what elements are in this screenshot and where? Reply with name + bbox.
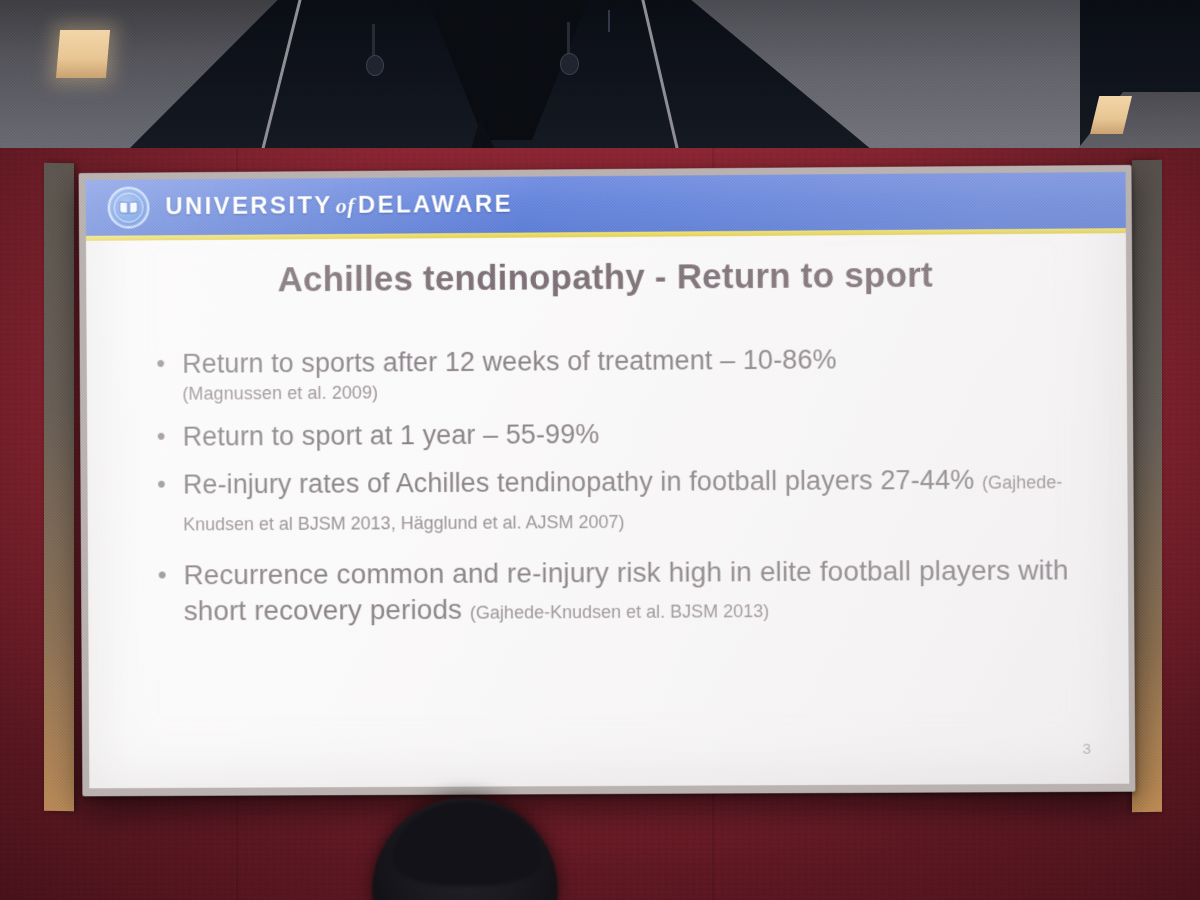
ceiling-rod-icon [608,10,610,32]
banner-wordmark: UNIVERSITY of DELAWARE [165,191,513,222]
spotlight-stem-two [567,22,570,56]
ceiling-light-left [55,30,111,78]
ceiling-spotlight-two [560,53,579,75]
banner-word-university: UNIVERSITY [165,192,333,221]
bullet-text-4: Recurrence common and re-injury risk hig… [183,552,1084,632]
slide-banner: UNIVERSITY of DELAWARE [85,171,1126,236]
bullet-citation-1: (Magnussen et al. 2009) [182,382,379,404]
open-book-icon [119,202,138,214]
slide-bullet-list: • Return to sports after 12 weeks of tre… [156,341,1084,651]
bullet-text-3: Re-injury rates of Achilles tendinopathy… [183,462,1084,541]
ceiling-spotlight-one [366,55,384,76]
bullet-item-4: • Recurrence common and re-injury risk h… [158,552,1085,632]
bullet-marker-icon: • [157,470,166,499]
bullet-item-1: • Return to sports after 12 weeks of tre… [156,341,1082,406]
bullet-citation-4: (Gajhede-Knudsen et al. BJSM 2013) [469,601,770,623]
university-seal-icon [107,186,150,229]
spotlight-stem-one [372,24,375,56]
bullet-marker-icon: • [156,350,166,378]
wall-pillar-right [1132,159,1162,813]
projection-screen: UNIVERSITY of DELAWARE Achilles tendinopat… [78,164,1136,797]
bullet-text-3-main: Re-injury rates of Achilles tendinopathy… [182,464,975,500]
bullet-text-1-main: Return to sports after 12 weeks of treat… [182,344,837,379]
banner-word-delaware: DELAWARE [357,190,514,219]
bullet-marker-icon: • [157,559,167,590]
bullet-marker-icon: • [156,422,166,451]
bullet-text-2: Return to sport at 1 year – 55-99% [182,419,600,452]
bullet-item-2: • Return to sport at 1 year – 55-99% [157,414,1083,454]
bullet-text-1: Return to sports after 12 weeks of treat… [182,342,837,405]
presentation-slide: UNIVERSITY of DELAWARE Achilles tendinopat… [85,171,1130,789]
bullet-item-3: • Re-injury rates of Achilles tendinopat… [157,462,1084,542]
auditorium-ceiling [0,0,1200,152]
slide-title: Achilles tendinopathy - Return to sport [277,255,934,300]
banner-word-of: of [335,192,356,219]
slide-number: 3 [1082,740,1091,758]
wall-pillar-left [44,162,74,812]
